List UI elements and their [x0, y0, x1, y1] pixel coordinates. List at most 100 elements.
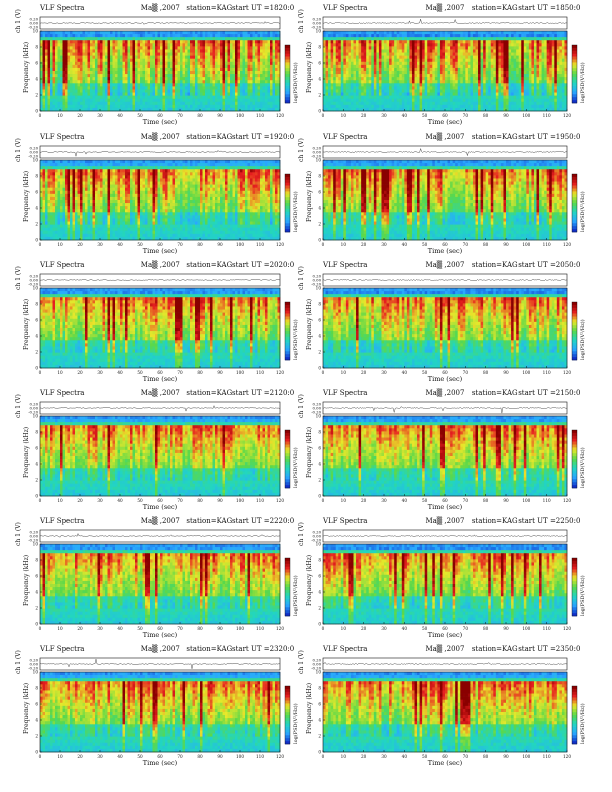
y-tick-label: 8: [35, 45, 38, 50]
x-tick-label: 20: [77, 498, 83, 503]
y-axis-label: Frequency (kHz): [306, 171, 313, 222]
x-tick-label: 90: [503, 626, 509, 631]
waveform-trace: [323, 407, 567, 414]
spectrogram-panel: VLF Spectra Ma▒ ,2007 station=KAG start UT …: [15, 3, 299, 126]
y-axis-label: Frequency (kHz): [23, 555, 30, 606]
x-tick-label: 120: [276, 242, 284, 247]
x-tick-label: 40: [117, 626, 123, 631]
colorbar: [285, 45, 290, 103]
x-tick-label: 70: [463, 242, 469, 247]
x-tick-label: 80: [197, 242, 203, 247]
panel-date: Ma▒ ,2007: [425, 388, 464, 397]
y-tick-label: 10: [316, 158, 322, 163]
x-tick-label: 120: [276, 370, 284, 375]
panel-start-ut: start UT =2320:0: [232, 645, 294, 653]
x-tick-label: 70: [177, 113, 183, 118]
waveform-trace: [40, 279, 280, 280]
panel-date: Ma▒ ,2007: [425, 3, 464, 12]
y-tick-label: 2: [35, 478, 38, 483]
y-tick-label: 10: [33, 414, 39, 419]
panel-station: station=KAG: [472, 389, 518, 397]
x-tick-label: 10: [57, 498, 63, 503]
y-tick-label: 2: [318, 93, 321, 98]
spectrogram-cells: [323, 288, 567, 368]
x-axis-label: Time (sec): [143, 118, 178, 126]
panel-title: VLF Spectra: [39, 517, 84, 525]
panel-date: Ma▒ ,2007: [425, 644, 464, 653]
x-tick-label: 120: [276, 498, 284, 503]
x-tick-label: 70: [177, 242, 183, 247]
x-tick-label: 80: [197, 113, 203, 118]
y-tick-label: 6: [318, 61, 321, 66]
spectrogram-panel: VLF Spectra Ma▒ ,2007 station=KAG start UT …: [15, 516, 299, 639]
x-tick-label: 70: [177, 370, 183, 375]
panel-title: VLF Spectra: [39, 389, 84, 397]
colorbar: [285, 558, 290, 616]
x-axis-label: Time (sec): [428, 503, 463, 511]
panel-start-ut: start UT =2350:0: [518, 645, 580, 653]
panel-start-ut: start UT =2020:0: [232, 261, 294, 269]
x-tick-label: 20: [361, 498, 367, 503]
x-tick-label: 90: [217, 498, 223, 503]
waveform-trace: [40, 22, 280, 25]
x-tick-label: 110: [256, 626, 264, 631]
x-tick-label: 40: [117, 498, 123, 503]
panel-start-ut: start UT =1950:0: [518, 133, 580, 141]
colorbar-label: log(PSD(V²/Hz)): [292, 62, 299, 103]
x-tick-label: 10: [57, 113, 63, 118]
x-tick-label: 40: [117, 370, 123, 375]
y-tick-label: 2: [35, 734, 38, 739]
colorbar-label: log(PSD(V²/Hz)): [292, 191, 299, 232]
y-tick-label: 10: [316, 414, 322, 419]
x-tick-label: 100: [522, 113, 530, 118]
x-tick-label: 70: [463, 113, 469, 118]
x-tick-label: 0: [322, 498, 325, 503]
x-tick-label: 100: [236, 370, 244, 375]
x-tick-label: 0: [39, 754, 42, 759]
waveform-frame: [40, 658, 280, 670]
y-tick-label: 2: [318, 478, 321, 483]
spectrogram-cells: [323, 672, 567, 752]
y-tick-label: 6: [35, 318, 38, 323]
y-tick-label: 10: [316, 286, 322, 291]
x-tick-label: 80: [483, 626, 489, 631]
x-tick-label: 30: [97, 242, 103, 247]
y-tick-label: 8: [35, 686, 38, 691]
x-tick-label: 40: [402, 754, 408, 759]
colorbar-label: log(PSD(V²/Hz)): [579, 575, 586, 616]
x-tick-label: 20: [361, 370, 367, 375]
x-tick-label: 70: [463, 370, 469, 375]
x-tick-label: 20: [361, 626, 367, 631]
panel-date: Ma▒ ,2007: [425, 132, 464, 141]
aux-axis-label: ch 1 (V): [15, 266, 22, 290]
colorbar-label: log(PSD(V²/Hz)): [579, 62, 586, 103]
spectrogram-panel: VLF Spectra Ma▒ ,2007 station=KAG start UT …: [298, 644, 586, 767]
x-tick-label: 100: [236, 113, 244, 118]
y-tick-label: 8: [35, 174, 38, 179]
x-tick-label: 90: [503, 370, 509, 375]
x-tick-label: 70: [177, 498, 183, 503]
x-tick-label: 40: [402, 498, 408, 503]
x-tick-label: 20: [361, 242, 367, 247]
panel-date: Ma▒ ,2007: [141, 388, 180, 397]
waveform-trace: [40, 150, 280, 156]
y-tick-label: 6: [35, 574, 38, 579]
waveform-trace: [323, 279, 567, 280]
panel-title: VLF Spectra: [322, 645, 367, 653]
x-tick-label: 120: [563, 370, 571, 375]
x-tick-label: 110: [543, 113, 551, 118]
x-tick-label: 110: [543, 242, 551, 247]
x-tick-label: 40: [402, 113, 408, 118]
aux-axis-label: ch 1 (V): [15, 650, 22, 674]
x-tick-label: 50: [422, 242, 428, 247]
panel-station: station=KAG: [186, 4, 232, 12]
panel-station: station=KAG: [472, 645, 518, 653]
colorbar: [285, 430, 290, 488]
spectrogram-cells: [40, 288, 280, 368]
y-axis-label: Frequency (kHz): [23, 683, 30, 734]
x-tick-label: 110: [543, 626, 551, 631]
y-tick-label: 10: [316, 542, 322, 547]
spectrogram-panel: VLF Spectra Ma▒ ,2007 station=KAG start UT …: [298, 132, 586, 255]
x-tick-label: 90: [217, 626, 223, 631]
